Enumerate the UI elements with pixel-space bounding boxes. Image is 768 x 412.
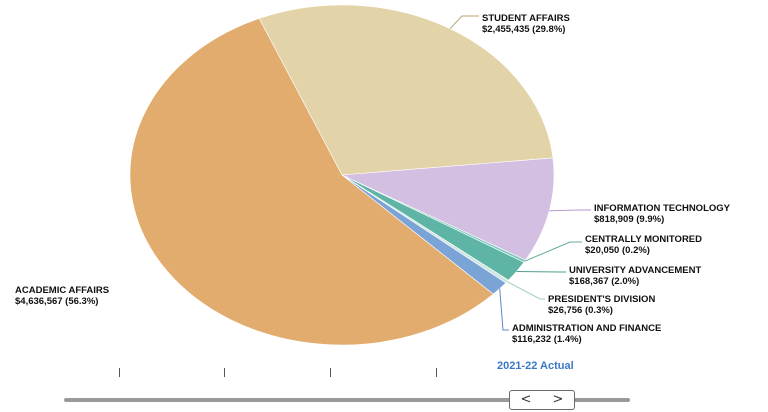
slice-label-name: STUDENT AFFAIRS	[482, 13, 570, 24]
leader-line	[506, 281, 545, 300]
slice-label-name: CENTRALLY MONITORED	[585, 234, 702, 245]
leader-line	[499, 288, 509, 331]
timeline-current-label: 2021-22 Actual	[497, 360, 574, 372]
slice-label-name: PRESIDENT'S DIVISION	[548, 294, 655, 305]
timeline-slider-track[interactable]	[64, 398, 630, 402]
pie-slice-student-affairs[interactable]	[258, 4, 554, 176]
leader-line	[549, 209, 591, 212]
slice-label-value: $818,909 (9.9%)	[594, 214, 664, 225]
slice-label-value: $116,232 (1.4%)	[512, 334, 582, 345]
leader-line	[449, 15, 479, 30]
timeline-tick	[119, 368, 120, 377]
slice-label-value: $4,636,567 (56.3%)	[15, 296, 98, 307]
slice-label-name: ACADEMIC AFFAIRS	[15, 285, 109, 296]
timeline-tick	[436, 368, 437, 377]
slice-label-value: $26,756 (0.3%)	[548, 305, 613, 316]
slice-label-name: ADMINISTRATION AND FINANCE	[512, 323, 661, 334]
slice-label-value: $20,050 (0.2%)	[585, 245, 650, 256]
pie-slice-information-technology[interactable]	[340, 157, 555, 261]
pie-slice-academic-affairs[interactable]	[129, 18, 494, 346]
slice-label-name: INFORMATION TECHNOLOGY	[594, 203, 731, 214]
timeline-tick	[224, 368, 225, 377]
slice-label-name: UNIVERSITY ADVANCEMENT	[569, 265, 702, 276]
slice-label-value: $168,367 (2.0%)	[569, 276, 639, 287]
leader-line	[516, 271, 566, 273]
previous-year-button[interactable]: <	[520, 392, 532, 407]
timeline-tick	[330, 368, 331, 377]
next-year-button[interactable]: >	[552, 392, 564, 407]
slice-label-value: $2,455,435 (29.8%)	[482, 24, 565, 35]
leader-line	[524, 241, 582, 262]
timeline-slider-handle[interactable]: < >	[509, 390, 575, 410]
